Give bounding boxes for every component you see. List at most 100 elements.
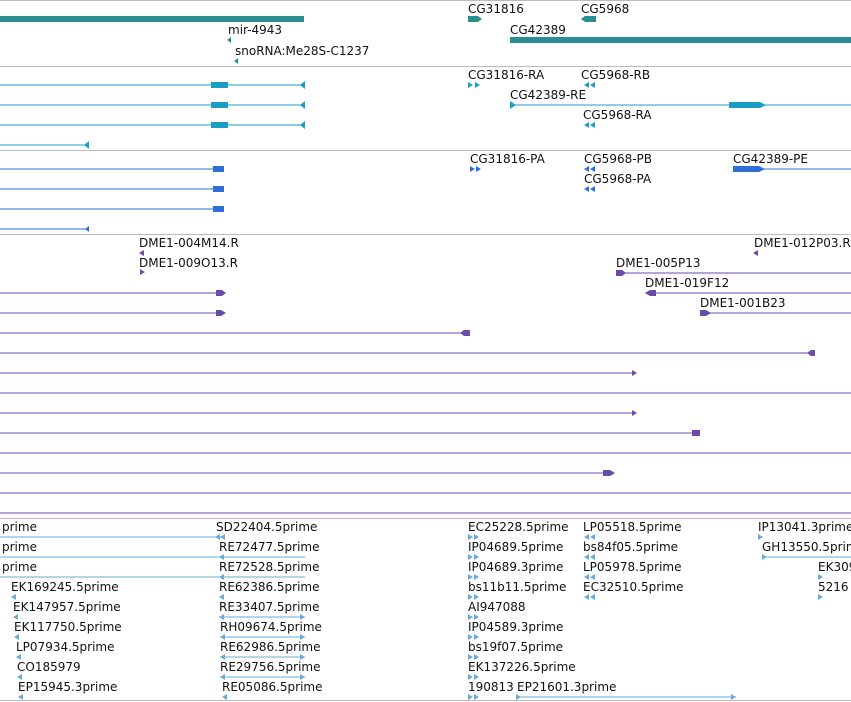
protein-feature[interactable] xyxy=(584,166,595,172)
est-feature[interactable] xyxy=(818,594,823,600)
est-feature[interactable] xyxy=(219,554,224,560)
est-feature[interactable] xyxy=(222,694,227,700)
est-label[interactable]: RH09674.5prime xyxy=(220,620,322,634)
protein-label[interactable]: CG5968-PA xyxy=(584,172,652,186)
est-feature[interactable] xyxy=(468,634,479,640)
est-label[interactable]: IP04689.5prime xyxy=(468,540,563,554)
est-label[interactable]: EK169245.5prime xyxy=(11,580,119,594)
est-feature[interactable] xyxy=(219,594,224,600)
cdna-feature[interactable] xyxy=(700,310,851,316)
est-label[interactable]: RE62386.5prime xyxy=(219,580,320,594)
est-label[interactable]: prime xyxy=(2,560,37,574)
transcript-label[interactable]: CG5968-RA xyxy=(583,108,652,122)
est-feature[interactable] xyxy=(468,554,479,560)
est-label[interactable]: prime xyxy=(2,520,37,534)
gene-bar[interactable] xyxy=(0,16,304,22)
transcript-label[interactable]: CG31816-RA xyxy=(468,68,545,82)
est-label[interactable]: EK309 xyxy=(818,560,851,574)
cdna-feature[interactable] xyxy=(645,290,851,296)
cdna-feature[interactable] xyxy=(0,470,615,476)
est-feature[interactable] xyxy=(468,694,479,700)
est-feature[interactable] xyxy=(11,594,16,600)
est-label[interactable]: bs19f07.5prime xyxy=(468,640,563,654)
gene-label[interactable]: mir-4943 xyxy=(228,23,282,37)
cdna-feature[interactable] xyxy=(0,370,637,376)
protein-feature[interactable] xyxy=(0,186,224,192)
est-feature[interactable] xyxy=(13,614,18,620)
est-label[interactable]: IP04589.3prime xyxy=(468,620,563,634)
est-label[interactable]: prime xyxy=(2,540,37,554)
est-label[interactable]: 5216 xyxy=(818,580,849,594)
protein-label[interactable]: CG5968-PB xyxy=(584,152,652,166)
est-feature[interactable] xyxy=(220,534,225,540)
protein-feature[interactable] xyxy=(0,226,89,232)
est-feature[interactable] xyxy=(818,574,823,580)
gene-label[interactable]: snoRNA:Me28S-C1237 xyxy=(235,44,369,58)
transcript-label[interactable]: CG42389-RE xyxy=(510,88,586,102)
est-feature[interactable] xyxy=(584,594,595,600)
est-label[interactable]: CO185979 xyxy=(17,660,81,674)
est-label[interactable]: RE72477.5prime xyxy=(219,540,320,554)
protein-feature[interactable] xyxy=(584,186,595,192)
est-feature[interactable] xyxy=(18,694,23,700)
cdna-label[interactable]: DME1-012P03.R xyxy=(754,236,851,250)
est-feature[interactable] xyxy=(468,594,479,600)
est-feature[interactable] xyxy=(215,534,220,540)
est-feature[interactable] xyxy=(468,654,479,660)
est-label[interactable]: RE62986.5prime xyxy=(220,640,321,654)
est-label[interactable]: GH13550.5prime xyxy=(762,540,851,554)
est-label[interactable]: LP07934.5prime xyxy=(16,640,115,654)
est-label[interactable]: 190813 xyxy=(468,680,514,694)
est-label[interactable]: RE29756.5prime xyxy=(220,660,321,674)
est-label[interactable]: SD22404.5prime xyxy=(216,520,317,534)
cdna-feature[interactable] xyxy=(0,290,226,296)
cdna-feature[interactable] xyxy=(616,270,851,276)
est-label[interactable]: EP15945.3prime xyxy=(18,680,117,694)
est-feature[interactable] xyxy=(220,674,305,680)
est-label[interactable]: bs11b11.5prime xyxy=(468,580,566,594)
gene-bar[interactable] xyxy=(468,16,482,22)
cdna-feature[interactable] xyxy=(0,330,470,336)
est-feature[interactable] xyxy=(220,634,305,640)
gene-bar[interactable] xyxy=(510,37,851,43)
est-feature[interactable] xyxy=(219,574,224,580)
cdna-label[interactable]: DME1-009O13.R xyxy=(139,256,238,270)
est-feature[interactable] xyxy=(14,634,19,640)
est-feature[interactable] xyxy=(584,554,595,560)
cdna-label[interactable]: DME1-001B23 xyxy=(700,296,786,310)
cdna-feature[interactable] xyxy=(0,430,700,436)
est-label[interactable]: LP05518.5prime xyxy=(583,520,682,534)
est-feature[interactable] xyxy=(468,614,479,620)
est-feature[interactable] xyxy=(16,654,21,660)
est-label[interactable]: IP04689.3prime xyxy=(468,560,563,574)
cdna-feature[interactable] xyxy=(0,310,226,316)
est-label[interactable]: bs84f05.5prime xyxy=(583,540,678,554)
est-label[interactable]: RE05086.5prime xyxy=(222,680,323,694)
est-feature[interactable] xyxy=(468,674,479,680)
gene-bar[interactable] xyxy=(581,16,596,22)
gene-label[interactable]: CG5968 xyxy=(581,2,629,16)
est-label[interactable]: RE33407.5prime xyxy=(219,600,320,614)
est-feature[interactable] xyxy=(17,674,22,680)
est-label[interactable]: AI947088 xyxy=(468,600,526,614)
est-label[interactable]: EC25228.5prime xyxy=(468,520,569,534)
gene-label[interactable]: CG42389 xyxy=(510,23,566,37)
transcript-feature[interactable] xyxy=(468,82,480,88)
est-label[interactable]: EC32510.5prime xyxy=(583,580,684,594)
protein-feature[interactable] xyxy=(733,166,851,172)
protein-feature[interactable] xyxy=(470,166,481,172)
est-label[interactable]: LP05978.5prime xyxy=(583,560,682,574)
est-feature[interactable] xyxy=(758,534,763,540)
cdna-feature[interactable] xyxy=(0,350,815,356)
est-feature[interactable] xyxy=(584,574,595,580)
cdna-feature[interactable] xyxy=(140,269,145,275)
protein-label[interactable]: CG31816-PA xyxy=(470,152,546,166)
gene-label[interactable]: CG31816 xyxy=(468,2,524,16)
est-label[interactable]: EP21601.3prime xyxy=(517,680,616,694)
cdna-feature[interactable] xyxy=(753,250,758,256)
est-feature[interactable] xyxy=(220,654,305,660)
est-label[interactable]: IP13041.3prime xyxy=(758,520,851,534)
est-feature[interactable] xyxy=(516,694,736,700)
transcript-label[interactable]: CG5968-RB xyxy=(581,68,650,82)
